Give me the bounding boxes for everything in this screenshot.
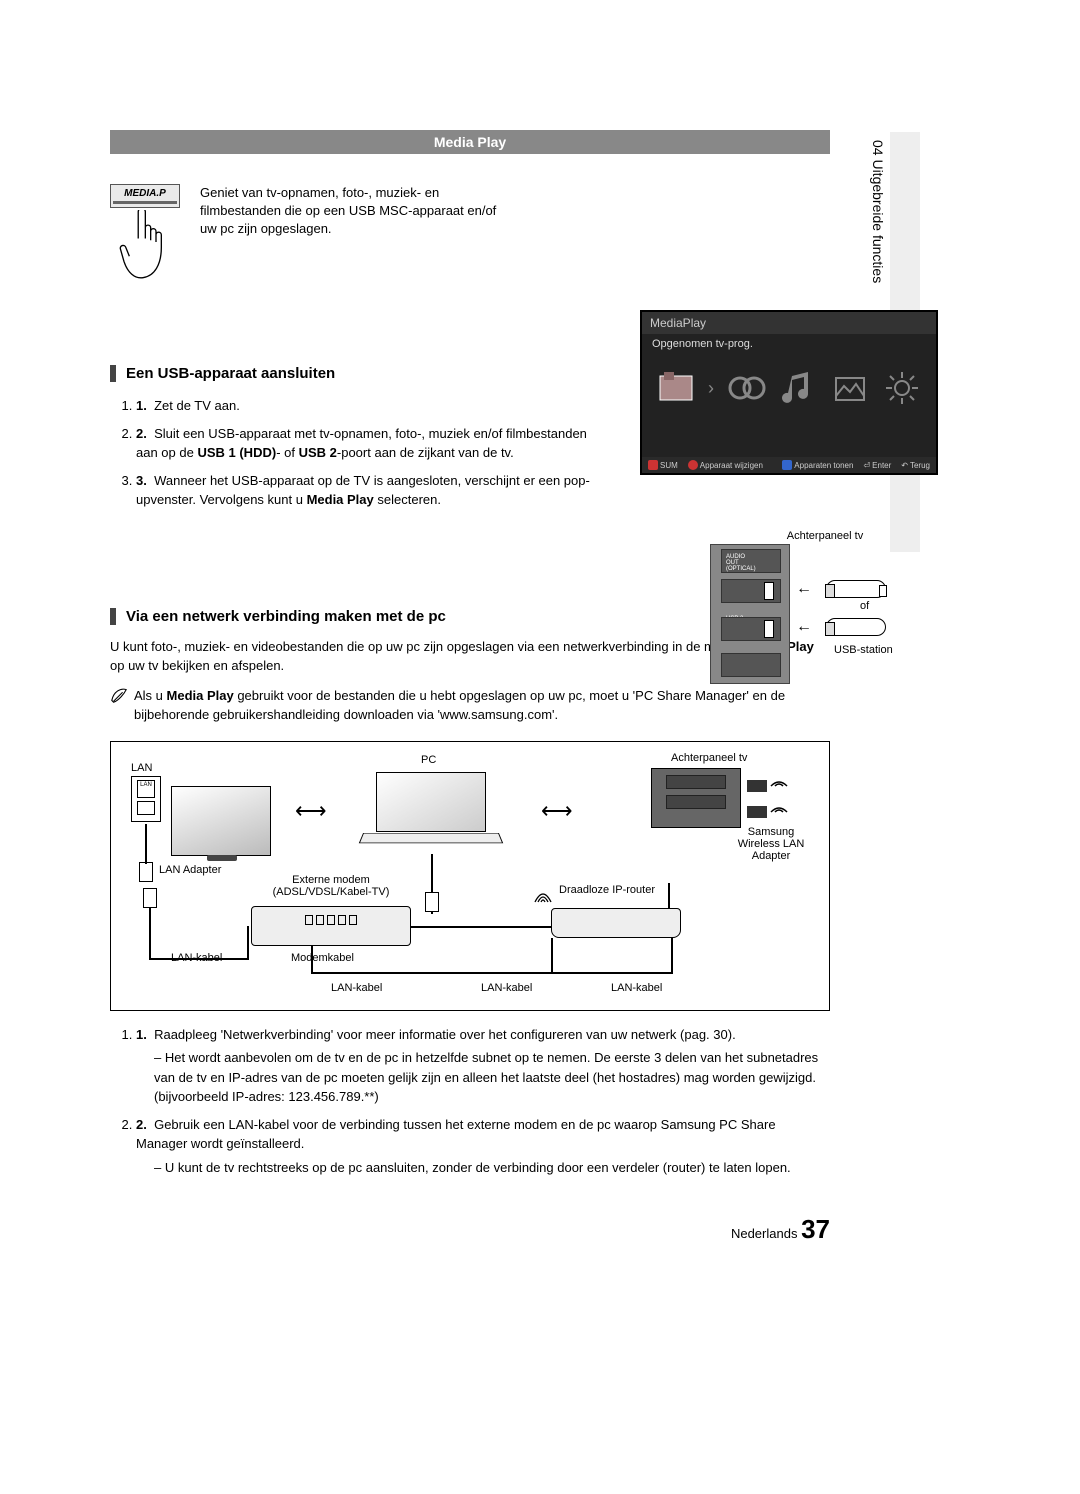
lan-kabel-3: LAN-kabel	[481, 982, 532, 994]
note-icon	[110, 686, 128, 704]
bold-usb2: USB 2	[299, 445, 337, 460]
pc-label: PC	[421, 754, 436, 766]
lan-wall-port: LAN	[131, 776, 161, 822]
tv-screenshot: MediaPlay Opgenomen tv-prog. › SUM Appar…	[640, 310, 938, 475]
laptop-illustration	[361, 772, 501, 852]
wifi-signal-icon	[531, 882, 555, 906]
music-icon	[778, 368, 818, 408]
usb-station-label: USB-station	[834, 644, 893, 656]
usb-step-1: 1. Zet de TV aan.	[136, 396, 590, 416]
usb-step-2: 2. Sluit een USB-apparaat met tv-opnamen…	[136, 424, 590, 463]
tv-back-panel: AUDIO OUT (OPTICAL) USB 2 USB 1 (HDD) HD…	[710, 544, 790, 684]
usb-steps-list: 1. Zet de TV aan. 2. Sluit een USB-appar…	[110, 396, 590, 510]
arrow-left-icon-2: ←	[796, 618, 812, 636]
lan-port-label: LAN	[137, 780, 155, 798]
lan-kabel-1: LAN-kabel	[171, 952, 222, 964]
port-audio-label: AUDIO OUT (OPTICAL)	[726, 554, 754, 572]
tv-back-panel-2	[651, 768, 741, 828]
of-label: of	[860, 600, 869, 612]
tv-subtitle: Opgenomen tv-prog.	[642, 334, 936, 354]
lan-adapter-plug	[139, 862, 153, 882]
modem-label: Externe modem(ADSL/VDSL/Kabel-TV)	[251, 874, 411, 898]
back-label: Terug	[910, 461, 930, 470]
note-pc-share-manager: Als u Media Play gebruikt voor de bestan…	[110, 686, 830, 725]
usb-step-3: 3. Wanneer het USB-apparaat op de TV is …	[136, 471, 590, 510]
bold-mediaplay: Media Play	[307, 492, 374, 507]
page-footer: Nederlands 37	[731, 1214, 830, 1245]
chevron-right-icon: ›	[708, 378, 714, 399]
tv-title: MediaPlay	[642, 312, 936, 334]
lan-kabel-4: LAN-kabel	[611, 982, 662, 994]
double-arrow-2: ⟷	[541, 798, 569, 824]
net-step-2-sub: – U kunt de tv rechtstreeks op de pc aan…	[136, 1158, 830, 1178]
modem-illustration	[251, 906, 411, 946]
settings-icon	[882, 368, 922, 408]
video-icon	[726, 368, 766, 408]
lan-plug-mid	[425, 892, 439, 912]
footer-language: Nederlands	[731, 1226, 798, 1241]
wifi-adapter-1	[747, 774, 807, 798]
hand-icon	[110, 210, 170, 290]
chapter-tab: 04 Uitgebreide functies	[866, 132, 890, 291]
lan-plug-left	[143, 888, 157, 908]
photo-icon	[830, 368, 870, 408]
page-content: Media Play MEDIA.P Geniet van tv-opnamen…	[110, 130, 830, 1185]
double-arrow-1: ⟷	[295, 798, 323, 824]
samsung-wlan-label: Samsung Wireless LAN Adapter	[731, 826, 811, 862]
bold-usb1: USB 1 (HDD)	[197, 445, 276, 460]
change-device-label: Apparaat wijzigen	[700, 461, 763, 470]
rear-tv-label: Achterpaneel tv	[671, 752, 747, 764]
rear-panel-diagram: Achterpaneel tv AUDIO OUT (OPTICAL) USB …	[710, 530, 940, 684]
network-diagram: PC Achterpaneel tv LAN LAN ⟷ ⟷ Samsung W…	[110, 741, 830, 1011]
intro-text: Geniet van tv-opnamen, foto-, muziek- en…	[200, 184, 500, 295]
intro-row: MEDIA.P Geniet van tv-opnamen, foto-, mu…	[110, 184, 830, 295]
lan-label: LAN	[131, 762, 152, 774]
net-step-1-sub-text: Het wordt aanbevolen om de tv en de pc i…	[154, 1050, 818, 1104]
lan-adapter-label: LAN Adapter	[159, 864, 221, 876]
media-p-label: MEDIA.P	[124, 188, 166, 199]
network-steps-list: 1. Raadpleeg 'Netwerkverbinding' voor me…	[110, 1025, 830, 1178]
usb-stick-2	[826, 618, 886, 636]
remote-button-illustration: MEDIA.P	[110, 184, 180, 295]
section-header: Media Play	[110, 130, 830, 154]
net-step-2-text: Gebruik een LAN-kabel voor de verbinding…	[136, 1117, 776, 1152]
usb-step-1-text: Zet de TV aan.	[154, 398, 240, 413]
recorded-tv-icon	[656, 368, 696, 408]
net-step-1-sub: – Het wordt aanbevolen om de tv en de pc…	[136, 1048, 830, 1107]
show-devices-label: Apparaten tonen	[794, 461, 853, 470]
arrow-left-icon: ←	[796, 580, 812, 598]
usb-stick-1	[826, 580, 886, 598]
net-step-2-sub-text: U kunt de tv rechtstreeks op de pc aansl…	[165, 1160, 791, 1175]
router-illustration	[551, 908, 681, 938]
wifi-adapter-2	[747, 800, 807, 824]
tv-footer: SUM Apparaat wijzigen Apparaten tonen ⏎ …	[642, 457, 936, 473]
tv-front-illustration	[171, 786, 271, 856]
bold-mediaplay-3: Media Play	[167, 688, 234, 703]
enter-label: Enter	[872, 461, 891, 470]
modem-kabel-label: Modemkabel	[291, 952, 354, 964]
footer-page-number: 37	[801, 1214, 830, 1244]
rear-panel-label: Achterpaneel tv	[710, 530, 940, 542]
lan-kabel-2: LAN-kabel	[331, 982, 382, 994]
router-label: Draadloze IP-router	[559, 884, 655, 896]
net-step-2: 2. Gebruik een LAN-kabel voor de verbind…	[136, 1115, 830, 1178]
sum-label: SUM	[660, 461, 678, 470]
net-step-1-text: Raadpleeg 'Netwerkverbinding' voor meer …	[154, 1027, 736, 1042]
media-p-button: MEDIA.P	[110, 184, 180, 208]
net-step-1: 1. Raadpleeg 'Netwerkverbinding' voor me…	[136, 1025, 830, 1107]
tv-category-icons: ›	[642, 368, 936, 408]
